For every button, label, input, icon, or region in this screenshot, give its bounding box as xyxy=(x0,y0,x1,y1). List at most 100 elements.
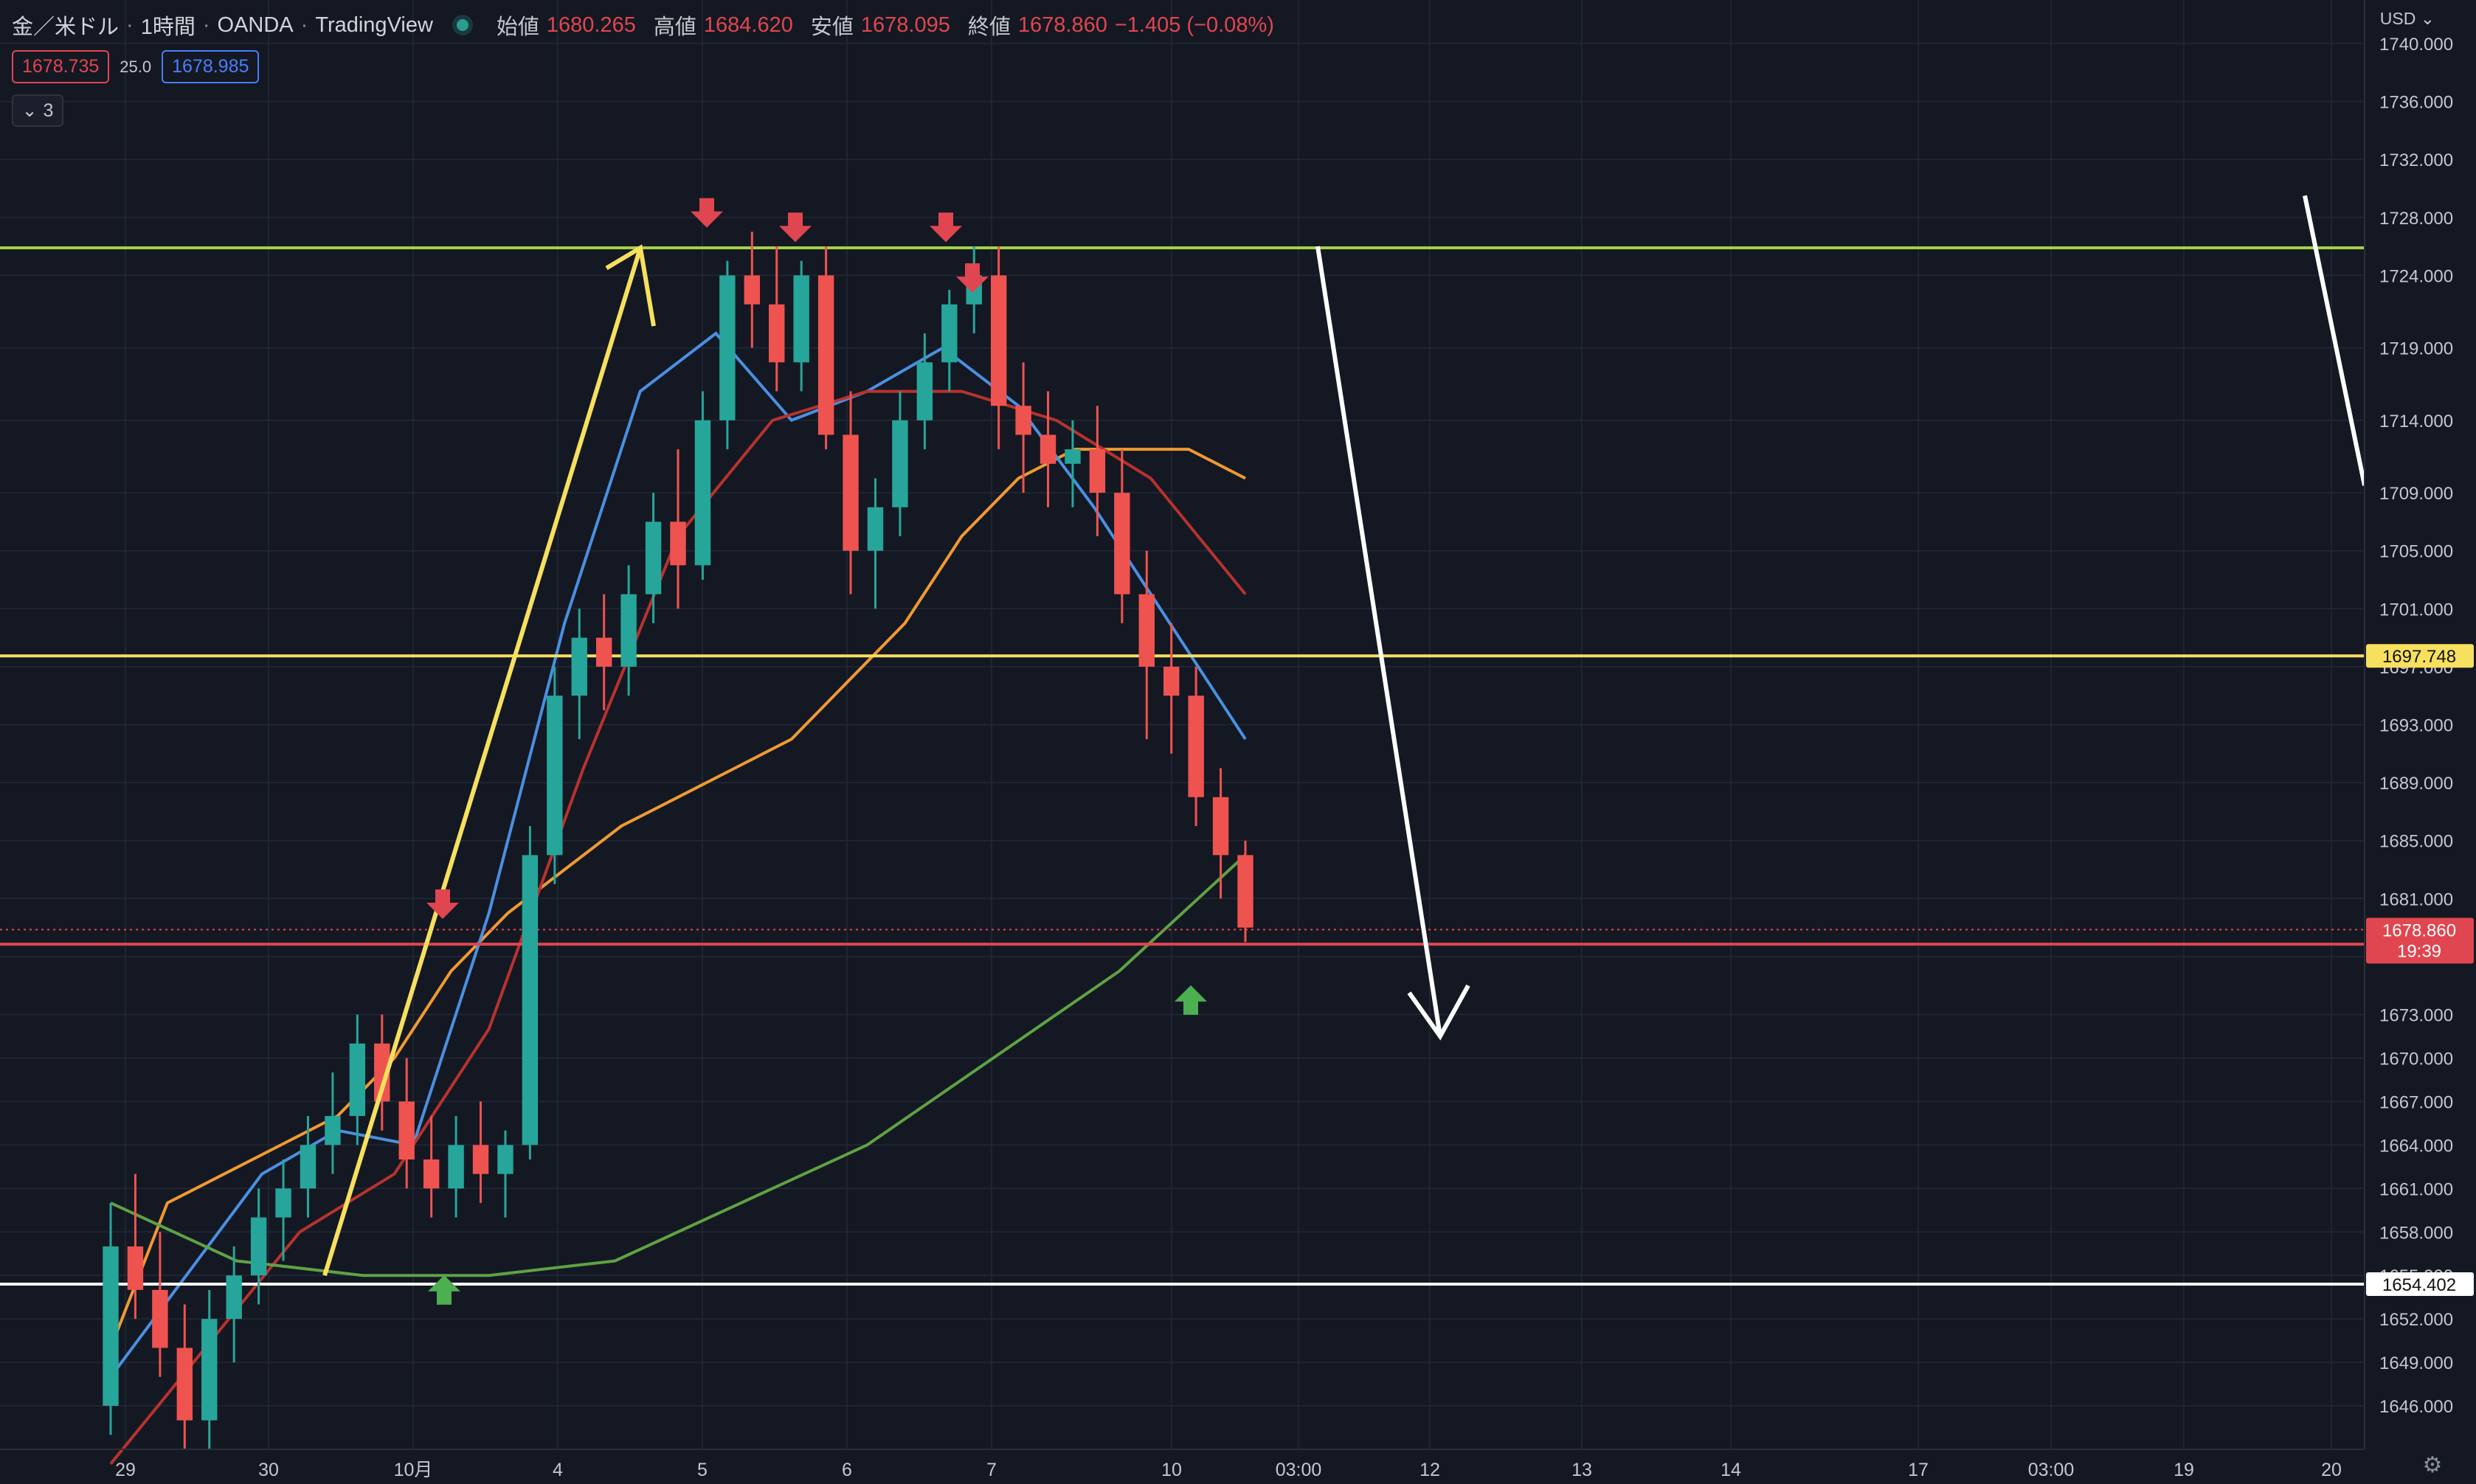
candle-body xyxy=(226,1275,242,1320)
spread-value: 25.0 xyxy=(120,57,152,76)
candle-body xyxy=(325,1116,341,1145)
platform-label: TradingView xyxy=(315,13,433,37)
candle-body xyxy=(941,304,958,363)
symbol-name[interactable]: 金／米ドル xyxy=(12,15,120,39)
price-tick-label: 1681.000 xyxy=(2379,890,2453,909)
price-tick-label: 1673.000 xyxy=(2379,1006,2453,1026)
settings-gear-icon[interactable]: ⚙ xyxy=(2422,1453,2443,1477)
market-open-dot-icon xyxy=(456,19,468,31)
candle xyxy=(744,232,761,348)
sell-price-button[interactable]: 1678.735 xyxy=(12,50,110,83)
candle xyxy=(892,391,908,537)
price-tick-label: 1724.000 xyxy=(2379,266,2453,286)
candle-body xyxy=(1188,696,1204,797)
trend-drawings xyxy=(322,195,2367,1305)
candle xyxy=(1188,666,1204,827)
price-tick-label: 1667.000 xyxy=(2379,1092,2453,1112)
price-axis-bg xyxy=(2365,0,2476,1484)
price-tick-label: 1693.000 xyxy=(2379,716,2453,736)
level-tag-bg xyxy=(2366,644,2474,668)
candle xyxy=(1114,449,1130,623)
time-tick-label: 10 xyxy=(1161,1460,1182,1480)
candle xyxy=(201,1289,218,1449)
candle xyxy=(103,1202,119,1435)
chevron-down-icon: ⌄ xyxy=(21,100,38,121)
open-value: 1680.265 xyxy=(546,13,636,37)
candle xyxy=(670,449,686,609)
candle-body xyxy=(892,420,908,507)
indicators-count: 3 xyxy=(43,100,54,121)
candle-body xyxy=(645,521,662,594)
time-tick-label: 03:00 xyxy=(2028,1460,2075,1480)
candle xyxy=(843,391,859,594)
candle-body xyxy=(374,1043,390,1102)
candle-body xyxy=(1015,406,1031,435)
time-tick-label: 13 xyxy=(1571,1460,1592,1480)
time-tick-label: 17 xyxy=(1908,1460,1929,1480)
price-tick-label: 1670.000 xyxy=(2379,1049,2453,1069)
candle xyxy=(325,1072,341,1174)
sell-arrow-icon xyxy=(691,198,723,228)
time-tick-label: 20 xyxy=(2321,1460,2342,1480)
yellow-trend-arrow xyxy=(322,247,643,1277)
candle-body xyxy=(769,304,785,363)
chart-legend: 金／米ドル · 1時間 · OANDA · TradingView 始値 168… xyxy=(12,10,1274,40)
candle xyxy=(1163,623,1180,754)
sell-arrow-icon xyxy=(779,212,812,243)
candle-body xyxy=(1040,434,1057,464)
time-tick-label: 19 xyxy=(2174,1460,2194,1480)
candle xyxy=(448,1116,464,1218)
candle xyxy=(916,333,933,450)
interval-label[interactable]: 1時間 xyxy=(140,15,196,39)
current-price-tag xyxy=(2366,918,2474,964)
price-tick-label: 1701.000 xyxy=(2379,600,2453,620)
countdown-label: 19:39 xyxy=(2397,941,2441,961)
candle xyxy=(719,260,736,450)
candle xyxy=(817,246,834,450)
candle xyxy=(300,1116,317,1218)
currency-selector[interactable]: USD ⌄ xyxy=(2379,9,2435,28)
candle-body xyxy=(1237,855,1253,928)
chart-grid xyxy=(0,0,2365,1449)
white-trend-arrow xyxy=(1315,246,1442,1037)
time-tick-label: 30 xyxy=(258,1460,279,1480)
candle-body xyxy=(595,637,612,667)
candle xyxy=(226,1246,242,1363)
candle-body xyxy=(176,1348,193,1421)
candle xyxy=(472,1101,489,1203)
indicator-line xyxy=(109,331,1247,1378)
sell-arrow-icon xyxy=(426,889,459,919)
price-tick-label: 1661.000 xyxy=(2379,1179,2453,1199)
price-tick-label: 1709.000 xyxy=(2379,484,2453,504)
candle xyxy=(694,391,711,580)
candle-body xyxy=(990,275,1007,406)
candle xyxy=(645,493,662,623)
candle-body xyxy=(201,1319,218,1421)
time-axis: 29 30 10月 4 5 6 7 10 03:00 12 13 14 17 03:00 19 20 xyxy=(0,1449,2365,1480)
price-tick-label: 1740.000 xyxy=(2379,35,2453,55)
buy-price-button[interactable]: 1678.985 xyxy=(162,50,260,83)
indicators-toggle-button[interactable]: ⌄ 3 xyxy=(12,94,63,127)
candle xyxy=(793,260,809,392)
price-axis: 1740.000 1736.000 1732.000 1728.000 1724.000… xyxy=(2364,0,2476,1484)
candle-body xyxy=(448,1145,464,1189)
candle xyxy=(152,1232,168,1377)
price-tick-label: 1719.000 xyxy=(2379,339,2453,359)
candle xyxy=(620,565,637,696)
time-tick-label: 12 xyxy=(1419,1460,1440,1480)
change-value: −1.405 (−0.08%) xyxy=(1114,13,1274,37)
current-price-label: 1678.860 xyxy=(2382,920,2456,940)
price-tick-label: 1649.000 xyxy=(2379,1353,2453,1373)
candle-body xyxy=(670,521,686,566)
candle-body xyxy=(1065,449,1081,464)
indicator-line xyxy=(110,853,1247,1277)
price-tick-label: 1646.000 xyxy=(2379,1397,2453,1417)
broker-label: OANDA xyxy=(217,13,294,37)
time-tick-label: 03:00 xyxy=(1276,1460,1322,1480)
candle-body xyxy=(497,1145,513,1174)
candle-body xyxy=(1089,449,1106,493)
candle xyxy=(595,594,612,710)
candle-body xyxy=(300,1145,317,1189)
candle xyxy=(497,1130,513,1218)
